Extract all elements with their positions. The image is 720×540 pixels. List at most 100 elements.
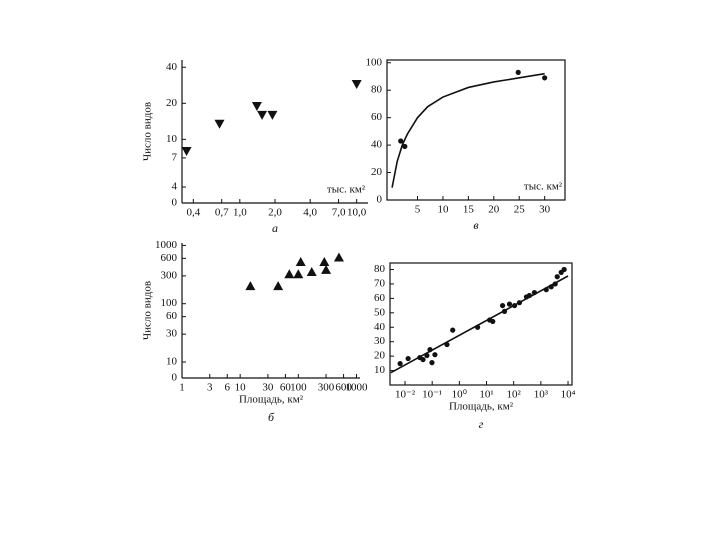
data-point [405,355,411,362]
data-point [214,119,225,129]
data-point [432,352,438,358]
x-tick-label: 10,0 [347,207,367,219]
data-point [402,143,408,150]
y-tick-label: 20 [371,166,383,178]
x-tick-label: 30 [539,204,551,216]
data-point [351,79,362,89]
y-tick-label: 70 [374,277,386,289]
y-tick-label: 4 [172,181,178,193]
fit-line [390,275,569,374]
y-tick-label: 30 [374,335,386,347]
data-point [295,256,306,266]
x-tick-label: 10⁻¹ [422,389,442,401]
data-point [515,69,521,75]
x-tick-label: 3 [207,382,213,394]
data-point [257,110,268,120]
y-tick-label: 10 [374,364,386,376]
plot-frame [386,59,566,201]
y-tick-label: 10 [166,356,178,368]
x-axis-label: Площадь, км² [239,394,304,406]
x-tick-label: 1,0 [233,207,247,219]
x-tick-label: 6 [225,382,231,394]
data-point [499,302,506,309]
x-tick-label: 20 [488,204,500,216]
data-point [251,101,262,111]
x-tick-label: 2,0 [268,207,282,219]
caption: а [272,221,278,235]
y-tick-label: 100 [161,297,178,309]
x-tick-label: 10 [437,204,449,216]
data-point [319,256,330,266]
y-tick-label: 0 [172,372,178,384]
x-tick-label: 10⁰ [452,389,468,401]
y-tick-label: 0 [172,197,178,209]
data-point [490,318,496,325]
data-point [429,360,435,366]
x-tick-label: 100 [290,382,307,394]
fit-line [391,72,545,188]
x-tick-label: 10 [235,382,247,394]
data-point [306,266,317,276]
y-tick-label: 600 [161,252,178,264]
data-point [506,301,513,307]
x-axis-label: Площадь, км² [449,401,514,413]
x-tick-label: 4,0 [303,207,317,219]
y-tick-label: 40 [166,61,178,73]
x-tick-label: 600 [335,382,352,394]
x-tick-label: 1000 [345,382,368,394]
x-tick-label: 10⁻² [395,389,416,401]
x-tick-label: 10² [507,389,522,401]
x-tick-label: 7,0 [332,207,346,219]
y-tick-label: 30 [166,328,178,340]
y-axis-label: Число видов [142,281,154,340]
y-tick-label: 300 [161,269,178,281]
data-point [273,281,284,291]
y-axis-label: Число видов [142,102,154,161]
data-point [267,110,278,120]
data-point [420,356,426,363]
y-tick-label: 60 [374,292,386,304]
plot-frame [389,262,573,386]
x-tick-label: 300 [318,382,335,394]
y-tick-label: 100 [366,56,383,68]
data-point [284,269,295,279]
x-tick-label: 10³ [534,389,549,401]
y-tick-label: 60 [371,111,383,123]
data-point [321,264,332,274]
y-tick-label: 1000 [155,239,178,251]
y-tick-label: 60 [166,310,178,322]
x-tick-label: 30 [262,382,274,394]
annotation: тыс. км² [327,184,366,196]
y-tick-label: 80 [371,84,383,96]
y-tick-label: 40 [371,139,383,151]
y-tick-label: 50 [374,306,386,318]
data-point [397,361,403,367]
x-tick-label: 5 [415,204,421,216]
data-point [450,327,456,333]
x-tick-label: 10⁴ [561,389,576,401]
x-tick-label: 25 [514,204,526,216]
y-tick-label: 40 [374,321,386,333]
caption: в [473,218,478,232]
x-tick-label: 0,7 [215,207,229,219]
y-tick-label: 10 [166,133,178,145]
y-tick-label: 0 [377,194,383,206]
data-point [398,138,404,144]
x-tick-label: 60 [280,382,292,394]
y-tick-label: 20 [166,97,178,109]
data-point [245,281,256,291]
caption: г [479,417,484,431]
x-tick-label: 15 [463,204,475,216]
data-point [293,269,304,279]
data-point [561,266,567,273]
x-tick-label: 10¹ [479,389,493,401]
data-point [542,75,548,81]
y-tick-label: 7 [172,151,178,163]
x-tick-label: 0,4 [186,207,200,219]
x-tick-label: 1 [179,382,185,394]
y-tick-label: 20 [374,350,386,362]
y-tick-label: 80 [374,263,386,275]
annotation: тыс. км² [524,181,563,193]
